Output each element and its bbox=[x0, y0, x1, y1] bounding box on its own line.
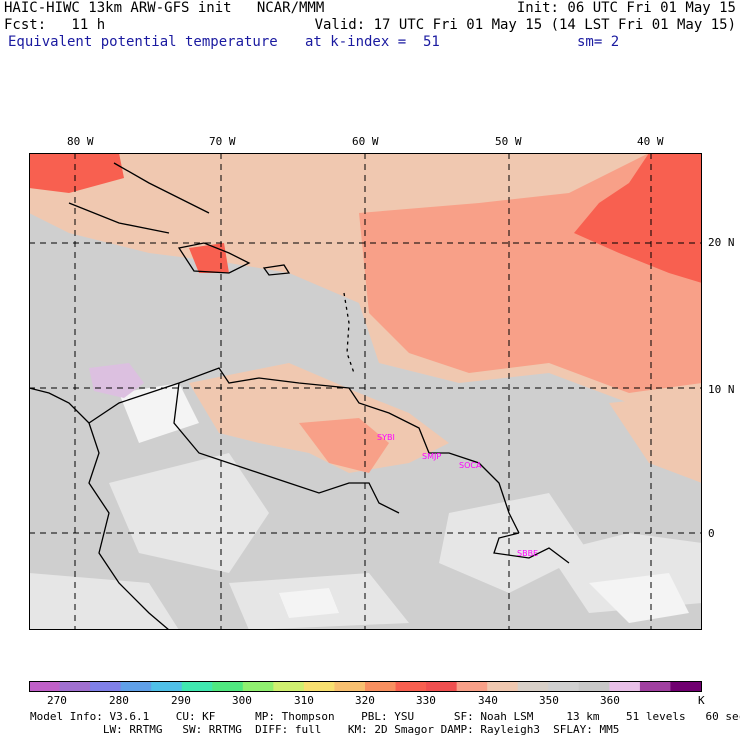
tick-310: 310 bbox=[294, 694, 314, 707]
colorbar-swatch bbox=[670, 681, 702, 692]
theta-e-map: SYBI SMJP SOCA SBBE bbox=[29, 153, 702, 630]
tick-340: 340 bbox=[478, 694, 498, 707]
colorbar-swatch bbox=[59, 681, 91, 692]
tick-360: 360 bbox=[600, 694, 620, 707]
colorbar-swatch bbox=[90, 681, 122, 692]
colorbar-swatch bbox=[639, 681, 671, 692]
lat-label-20n: 20 N bbox=[708, 236, 735, 249]
model-info-line2: LW: RRTMG SW: RRTMG DIFF: full KM: 2D Sm… bbox=[30, 723, 620, 736]
map-frame bbox=[29, 153, 702, 630]
white-patches bbox=[119, 383, 689, 623]
model-info-line1: Model Info: V3.6.1 CU: KF MP: Thompson P… bbox=[30, 710, 740, 723]
tick-350: 350 bbox=[539, 694, 559, 707]
colorbar-swatch bbox=[487, 681, 519, 692]
init-time: Init: 06 UTC Fri 01 May 15 bbox=[516, 0, 736, 16]
colorbar-swatch bbox=[456, 681, 488, 692]
tick-270: 270 bbox=[47, 694, 67, 707]
lon-label-60w: 60 W bbox=[352, 135, 379, 148]
colorbar-swatch bbox=[120, 681, 152, 692]
lon-label-40w: 40 W bbox=[637, 135, 664, 148]
colorbar-swatch bbox=[426, 681, 458, 692]
lon-label-70w: 70 W bbox=[209, 135, 236, 148]
lat-label-equator: 0 bbox=[708, 527, 715, 540]
forecast-hour: Fcst: 11 h bbox=[4, 17, 106, 33]
colorbar-swatch bbox=[273, 681, 305, 692]
colorbar-swatch bbox=[212, 681, 244, 692]
colorbar-swatch bbox=[517, 681, 549, 692]
colorbar-unit: K bbox=[698, 694, 705, 707]
lat-label-10n: 10 N bbox=[708, 383, 735, 396]
level-index: at k-index = 51 bbox=[305, 34, 440, 50]
colorbar-swatch bbox=[395, 681, 427, 692]
colorbar-swatch bbox=[334, 681, 366, 692]
colorbar-frame bbox=[29, 681, 702, 692]
tick-290: 290 bbox=[171, 694, 191, 707]
field-name: Equivalent potential temperature bbox=[8, 34, 278, 50]
band-330k bbox=[29, 153, 702, 283]
colorbar-swatch bbox=[365, 681, 397, 692]
colorbar-swatch bbox=[548, 681, 580, 692]
colorbar-swatch bbox=[609, 681, 641, 692]
purple-patch bbox=[89, 363, 144, 398]
station-sbbe: SBBE bbox=[517, 549, 538, 558]
station-soca: SOCA bbox=[459, 461, 482, 470]
lat-lon-grid bbox=[29, 153, 702, 630]
colorbar-swatch bbox=[242, 681, 274, 692]
tick-320: 320 bbox=[355, 694, 375, 707]
model-title: HAIC-HIWC 13km ARW-GFS init NCAR/MMM bbox=[4, 0, 325, 16]
smoothing: sm= 2 bbox=[577, 34, 620, 50]
station-sybi: SYBI bbox=[377, 433, 395, 442]
colorbar-swatch bbox=[303, 681, 335, 692]
lon-label-50w: 50 W bbox=[495, 135, 522, 148]
colorbar bbox=[29, 681, 702, 692]
colorbar-swatch bbox=[29, 681, 61, 692]
colorbar-swatch bbox=[578, 681, 610, 692]
colorbar-swatch bbox=[151, 681, 183, 692]
tick-330: 330 bbox=[416, 694, 436, 707]
coastlines bbox=[29, 162, 570, 630]
lon-label-80w: 80 W bbox=[67, 135, 94, 148]
station-smjp: SMJP bbox=[422, 452, 441, 461]
tick-300: 300 bbox=[232, 694, 252, 707]
colorbar-swatch bbox=[181, 681, 213, 692]
tick-280: 280 bbox=[109, 694, 129, 707]
valid-time: Valid: 17 UTC Fri 01 May 15 (14 LST Fri … bbox=[314, 17, 736, 33]
